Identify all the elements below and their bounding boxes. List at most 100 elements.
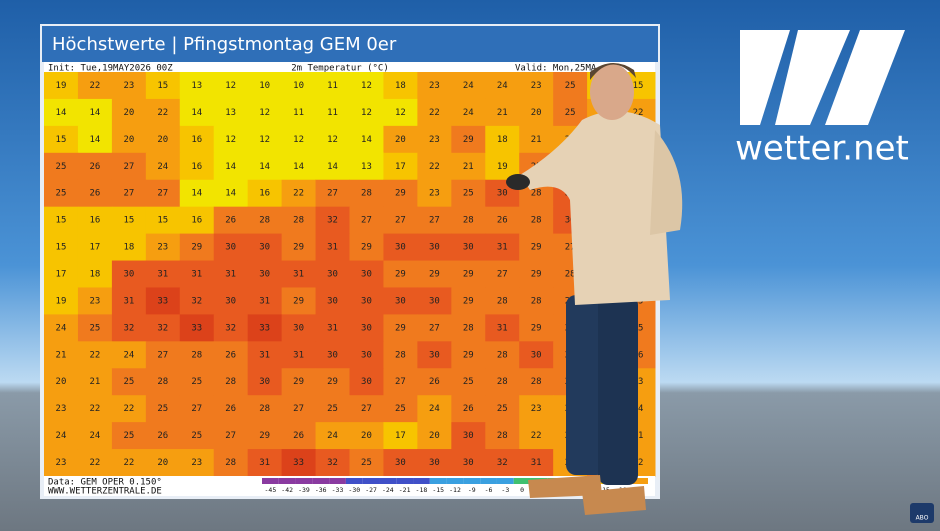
temperature-label: 30 <box>463 431 474 441</box>
temperature-cell <box>111 449 147 477</box>
temperature-cell <box>417 179 452 208</box>
temperature-cell <box>417 260 452 288</box>
temperature-label: 31 <box>225 270 236 280</box>
temperature-cell <box>44 395 79 423</box>
temperature-cell <box>145 368 181 396</box>
temperature-cell <box>145 395 181 423</box>
temperature-label: 30 <box>361 350 372 360</box>
temperature-label: 29 <box>429 270 440 280</box>
temperature-label: 30 <box>293 323 304 333</box>
temperature-cell <box>417 341 452 369</box>
colorbar-swatch <box>329 478 346 484</box>
temperature-cell <box>179 98 215 127</box>
temperature-cell <box>111 287 147 315</box>
temperature-cell <box>77 449 113 477</box>
colorbar-label: -36 <box>315 486 327 494</box>
temperature-label: 32 <box>225 323 236 333</box>
temperature-cell <box>485 395 520 423</box>
temperature-label: 29 <box>191 243 202 253</box>
temperature-label: 25 <box>191 377 202 387</box>
temperature-cell <box>213 98 249 127</box>
temperature-cell <box>213 72 249 100</box>
temperature-cell <box>179 179 215 208</box>
temperature-cell <box>349 368 384 396</box>
temperature-label: 16 <box>191 135 202 145</box>
temperature-cell <box>349 449 384 477</box>
badge-text: ABO <box>916 515 929 522</box>
temperature-label: 31 <box>259 458 270 468</box>
temperature-label: 27 <box>225 431 236 441</box>
temperature-cell <box>451 98 486 127</box>
temperature-label: 28 <box>497 377 508 387</box>
temperature-cell <box>247 179 283 208</box>
colorbar-swatch <box>278 478 296 484</box>
temperature-cell <box>247 287 283 315</box>
temperature-cell <box>111 341 147 369</box>
temperature-label: 28 <box>361 189 372 199</box>
temperature-cell <box>383 206 418 235</box>
temperature-label: 31 <box>327 243 338 253</box>
colorbar-label: -33 <box>332 486 344 494</box>
temperature-label: 24 <box>463 108 474 118</box>
temperature-label: 25 <box>565 108 576 118</box>
temperature-label: 19 <box>56 296 67 306</box>
temperature-label: 23 <box>56 458 67 468</box>
temperature-cell <box>349 314 384 342</box>
temperature-label: 31 <box>293 270 304 280</box>
temperature-cell <box>213 422 249 450</box>
temperature-label: 28 <box>463 216 474 226</box>
temperature-cell <box>44 260 79 288</box>
temperature-cell <box>349 287 384 315</box>
temperature-cell <box>44 125 79 154</box>
colorbar-swatch <box>463 478 481 484</box>
temperature-label: 30 <box>327 270 338 280</box>
temperature-cell <box>349 341 384 369</box>
temperature-label: 24 <box>56 431 67 441</box>
temperature-label: 28 <box>531 189 542 199</box>
temperature-label: 25 <box>327 404 338 414</box>
temperature-cell <box>315 341 350 369</box>
temperature-cell <box>417 395 452 423</box>
temperature-cell <box>281 125 317 154</box>
temperature-label: 30 <box>429 350 440 360</box>
temperature-label: 12 <box>361 108 372 118</box>
temperature-cell <box>247 206 283 235</box>
temperature-label: 14 <box>89 135 100 145</box>
temperature-label: 31 <box>157 270 168 280</box>
temperature-cell <box>281 233 317 262</box>
temperature-label: 27 <box>395 377 406 387</box>
temperature-cell <box>213 260 249 288</box>
temperature-label: 27 <box>327 189 338 199</box>
init-label: Init: Tue,19MAY2026 00Z <box>48 64 173 74</box>
temperature-cell <box>383 368 418 396</box>
temperature-label: 23 <box>429 135 440 145</box>
colorbar-label: -24 <box>382 486 394 494</box>
temperature-cell <box>77 260 113 288</box>
temperature-cell <box>213 341 249 369</box>
temperature-cell <box>417 206 452 235</box>
temperature-cell <box>111 72 147 100</box>
temperature-label: 23 <box>157 243 168 253</box>
temperature-cell <box>417 233 452 262</box>
temperature-cell <box>281 179 317 208</box>
temperature-label: 26 <box>429 377 440 387</box>
temperature-cell <box>213 206 249 235</box>
temperature-label: 18 <box>123 243 134 253</box>
temperature-label: 27 <box>361 404 372 414</box>
temperature-label: 30 <box>259 270 270 280</box>
temperature-label: 30 <box>429 243 440 253</box>
temperature-label: 29 <box>327 377 338 387</box>
temperature-label: 29 <box>395 270 406 280</box>
temperature-label: 28 <box>531 296 542 306</box>
temperature-cell <box>315 395 350 423</box>
temperature-label: 15 <box>157 81 168 91</box>
temperature-label: 28 <box>531 377 542 387</box>
temperature-cell <box>451 260 486 288</box>
colorbar-label: -42 <box>281 486 293 494</box>
temperature-cell <box>315 368 350 396</box>
temperature-cell <box>77 368 113 396</box>
temperature-cell <box>111 314 147 342</box>
temperature-cell <box>213 287 249 315</box>
temperature-cell <box>519 341 554 369</box>
temperature-cell <box>383 233 418 262</box>
